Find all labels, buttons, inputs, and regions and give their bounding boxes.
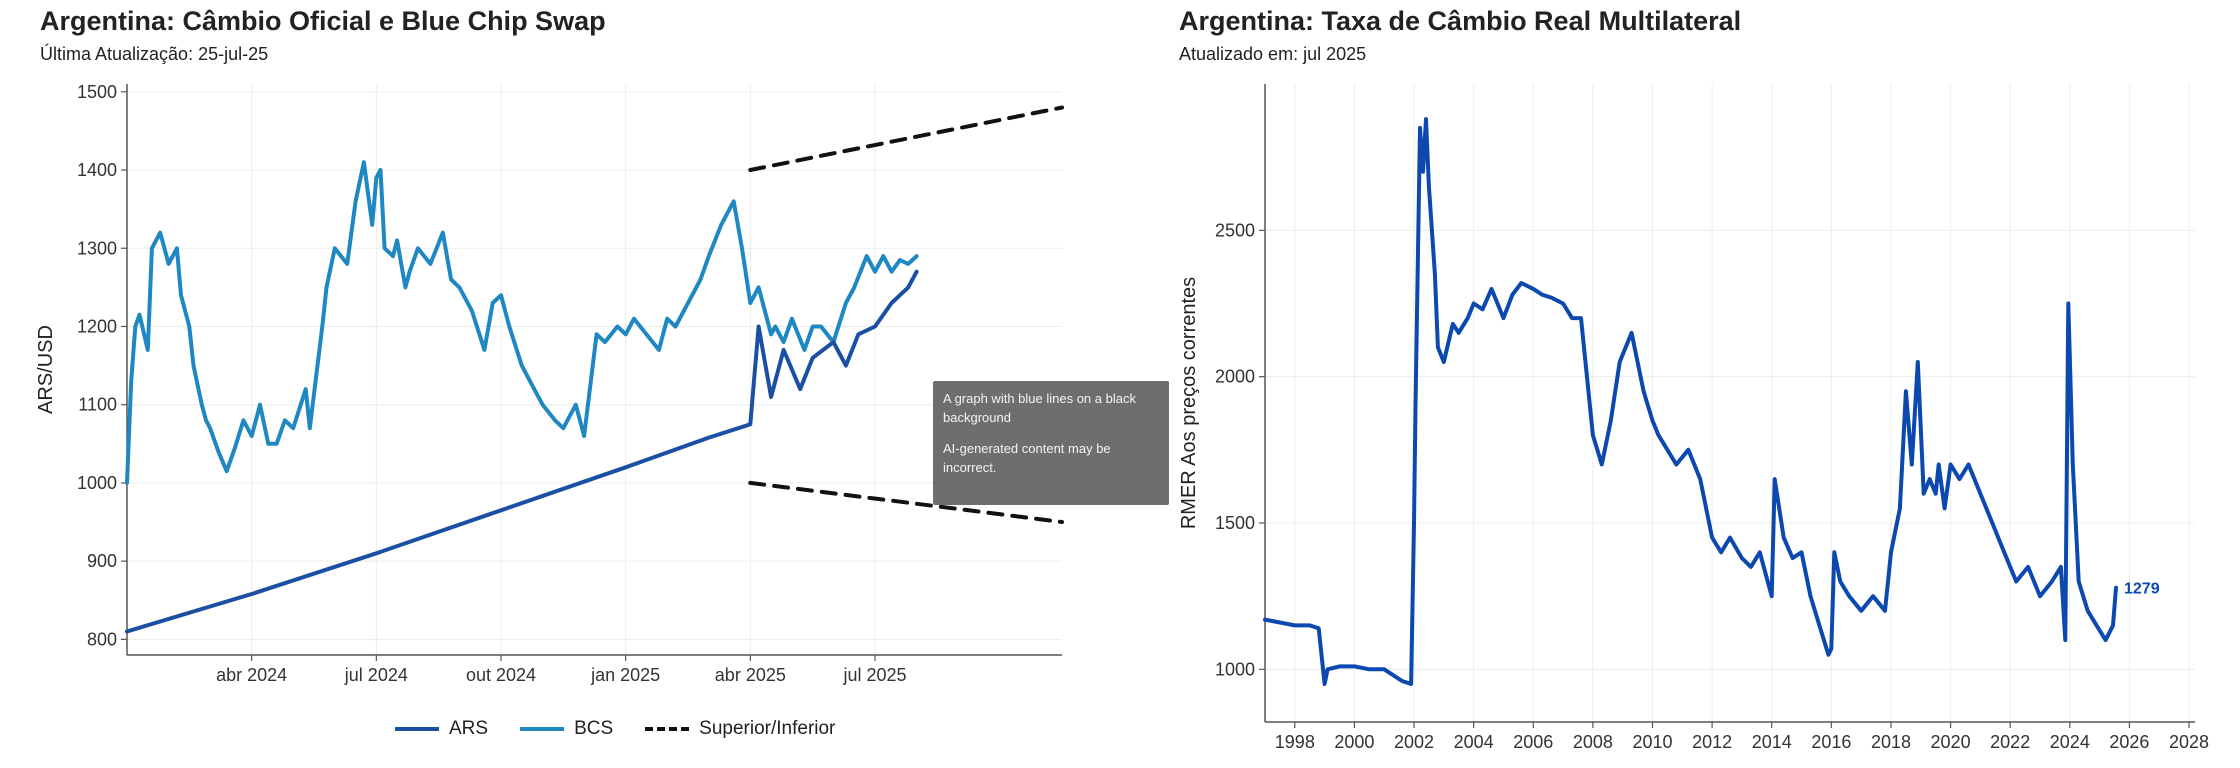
y-tick-label: 1300 — [77, 238, 117, 258]
legend-swatch-ars — [395, 727, 439, 731]
series-line-ars — [125, 269, 919, 634]
series-line-rmer — [1263, 117, 2118, 686]
legend-swatch-bcs — [520, 727, 565, 731]
x-tick-label: 2028 — [2169, 732, 2209, 752]
x-tick-label: abr 2025 — [715, 665, 786, 685]
y-tick-label: 800 — [87, 629, 117, 649]
y-tick-label: 1500 — [1215, 513, 1255, 533]
x-tick-label: jul 2025 — [842, 665, 906, 685]
y-tick-label: 1100 — [78, 395, 117, 415]
legend-label-band: Superior/Inferior — [699, 718, 836, 739]
legend-item-ars: ARS — [395, 718, 488, 740]
x-tick-label: jul 2024 — [344, 665, 408, 685]
legend-label-bcs: BCS — [574, 718, 614, 739]
y-tick-label: 1400 — [77, 160, 117, 180]
y-tick-label: 1200 — [77, 316, 117, 336]
x-tick-label: 2008 — [1573, 732, 1613, 752]
series-line-bcs — [125, 160, 919, 485]
left-chart-plot: 800 900 1000 1100 1200 1300 1400 1500 abr 2024 ju… — [35, 82, 1064, 685]
x-tick-label: abr 2024 — [216, 665, 287, 685]
y-tick-label: 900 — [87, 551, 117, 571]
tooltip-disclaimer: AI-generated content may be incorrect. — [943, 441, 1111, 475]
tooltip-description: A graph with blue lines on a black backg… — [943, 391, 1136, 425]
left-chart-title: Argentina: Câmbio Oficial e Blue Chip Sw… — [40, 6, 606, 36]
y-axis-label: ARS/USD — [35, 325, 57, 414]
x-tick-label: 2022 — [1990, 732, 2030, 752]
right-chart-plot: 1000 1500 2000 2500 1998 2000 2002 2004 2006 2008… — [1178, 84, 2209, 752]
x-tick-label: out 2024 — [466, 665, 536, 685]
legend-item-band: Superior/Inferior — [645, 718, 835, 740]
x-tick-label: 2024 — [2050, 732, 2090, 752]
legend-swatch-band — [645, 727, 690, 731]
x-tick-label: 2026 — [2109, 732, 2149, 752]
x-tick-label: 2004 — [1454, 732, 1494, 752]
y-tick-label: 1500 — [77, 82, 117, 102]
left-chart-legend: ARS BCS Superior/Inferior — [395, 718, 853, 740]
last-value-label: 1279 — [2124, 581, 2160, 598]
x-tick-label: jan 2025 — [590, 665, 660, 685]
y-axis-label: RMER Aos preços correntes — [1178, 277, 1200, 529]
x-tick-label: 2014 — [1752, 732, 1792, 752]
x-tick-label: 2016 — [1811, 732, 1851, 752]
left-chart-subtitle: Última Atualização: 25-jul-25 — [40, 44, 269, 64]
right-chart-panel: Argentina: Taxa de Câmbio Real Multilate… — [1165, 0, 2240, 768]
x-tick-label: 2010 — [1632, 732, 1672, 752]
y-tick-label: 2500 — [1215, 220, 1255, 240]
series-line-inferior — [748, 480, 1064, 524]
x-tick-label: 1998 — [1275, 732, 1315, 752]
x-tick-label: 2012 — [1692, 732, 1732, 752]
legend-label-ars: ARS — [449, 718, 489, 739]
x-tick-label: 2002 — [1394, 732, 1434, 752]
left-chart-panel: Argentina: Câmbio Oficial e Blue Chip Sw… — [35, 6, 1064, 740]
y-tick-label: 2000 — [1215, 367, 1255, 387]
right-chart-title: Argentina: Taxa de Câmbio Real Multilate… — [1179, 6, 1742, 36]
series-line-superior — [748, 105, 1064, 172]
y-tick-label: 1000 — [77, 473, 117, 493]
right-chart-subtitle: Atualizado em: jul 2025 — [1179, 44, 1367, 64]
legend-item-bcs: BCS — [520, 718, 613, 740]
x-tick-label: 2006 — [1513, 732, 1553, 752]
x-tick-label: 2018 — [1871, 732, 1911, 752]
y-tick-label: 1000 — [1215, 659, 1255, 679]
x-tick-label: 2000 — [1334, 732, 1374, 752]
alt-text-tooltip: A graph with blue lines on a black backg… — [933, 381, 1169, 505]
x-tick-label: 2020 — [1931, 732, 1971, 752]
